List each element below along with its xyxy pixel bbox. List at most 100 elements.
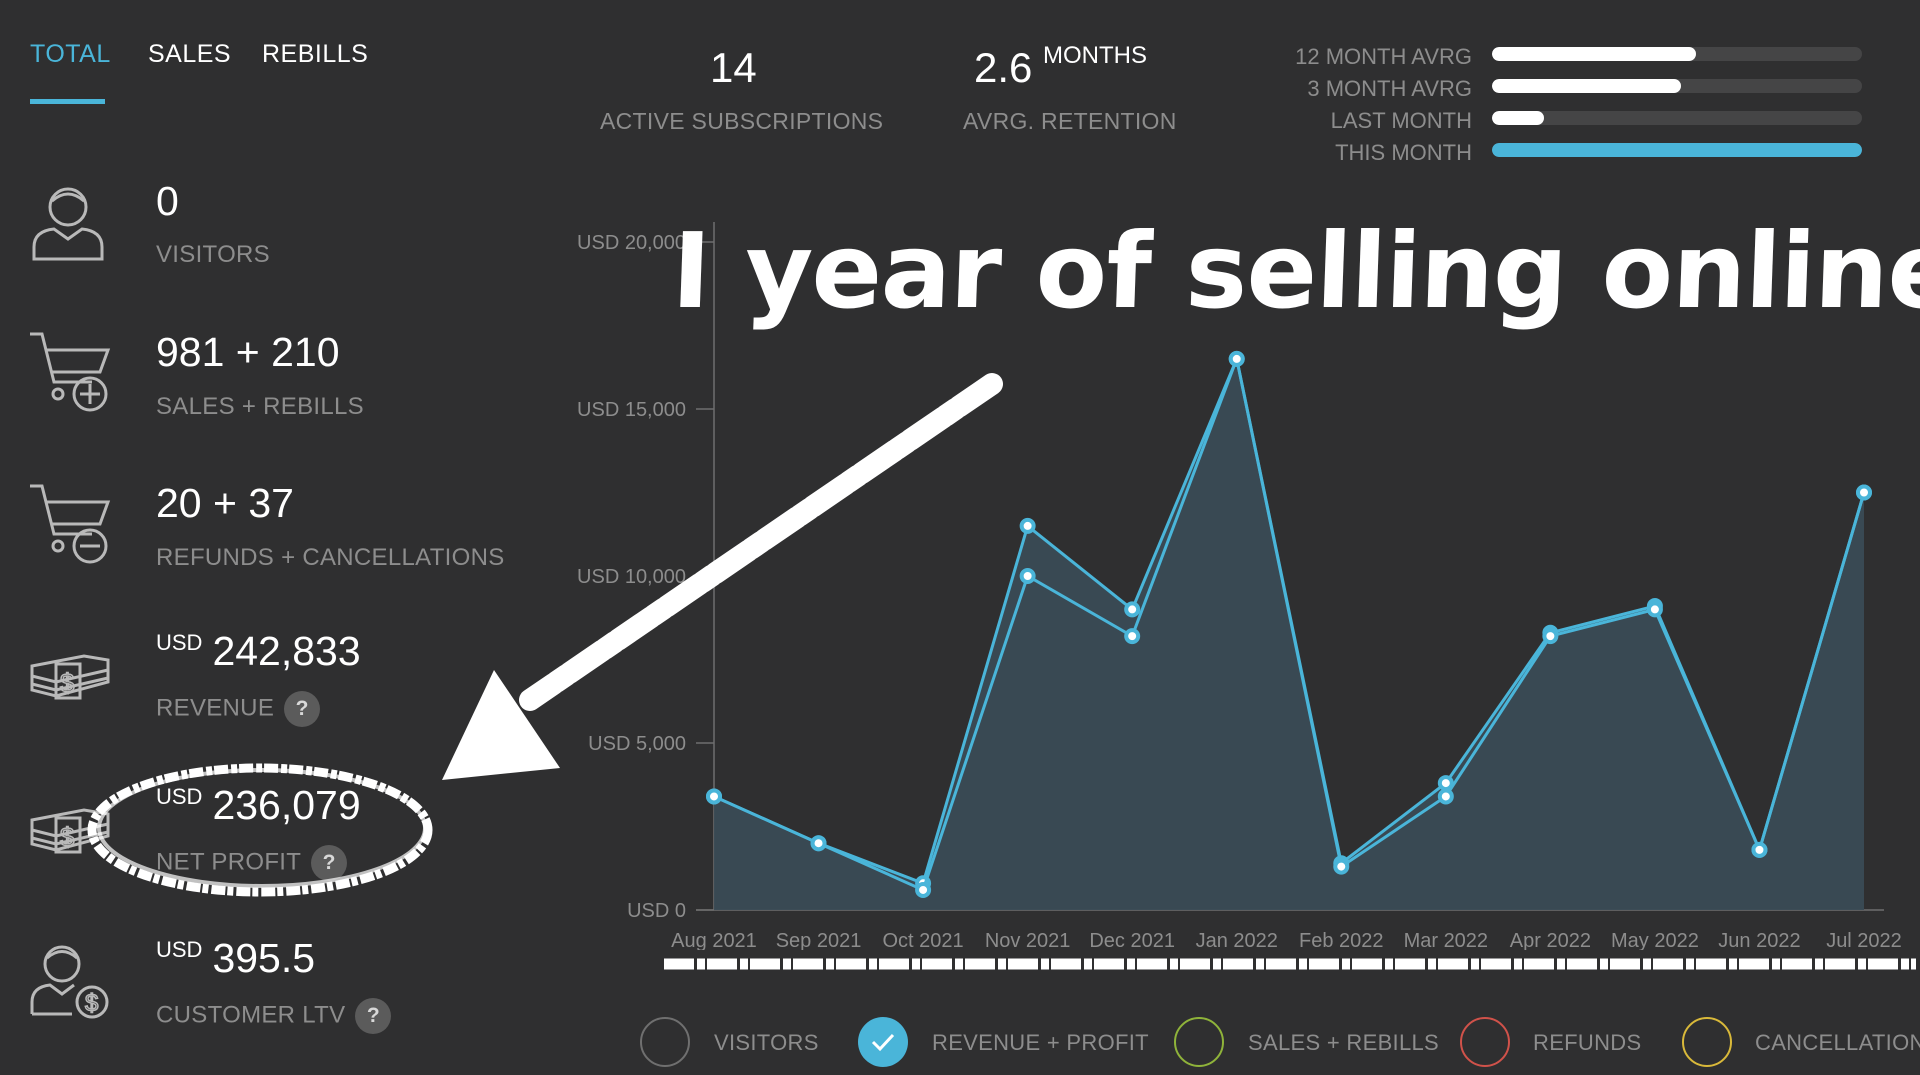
x-tick-label: Feb 2022 (1299, 930, 1384, 950)
y-tick-label: USD 0 (627, 900, 686, 922)
svg-text:$: $ (60, 668, 75, 698)
series-line-profit (713, 353, 1866, 893)
data-point (1333, 858, 1350, 875)
x-tick-label: Jun 2022 (1718, 930, 1800, 950)
y-tick-label: USD 10,000 (577, 566, 686, 588)
average-label: 3 MONTH AVRG (1307, 76, 1472, 101)
x-tick-label: Nov 2021 (985, 930, 1071, 950)
cart-plus-icon (28, 330, 114, 419)
user-icon (30, 183, 106, 268)
data-point (1437, 788, 1454, 805)
legend-label[interactable]: REFUNDS (1533, 1030, 1642, 1055)
average-bar-fill (1492, 47, 1696, 61)
average-label: LAST MONTH (1330, 108, 1472, 133)
customer-ltv-label: CUSTOMER LTV (156, 1001, 346, 1029)
data-point (810, 835, 827, 852)
y-tick-label: USD 5,000 (588, 733, 686, 755)
highlight-circle (87, 763, 433, 897)
customer-ltv-label-row: CUSTOMER LTV? (156, 998, 392, 1034)
arrow-annotation (442, 373, 1003, 780)
retention-unit: MONTHS (1043, 42, 1147, 69)
net-profit-amount: 236,079 (212, 782, 361, 828)
net-profit-help-icon[interactable]: ? (311, 845, 348, 881)
legend-toggle-sales-rebills[interactable] (1174, 1017, 1224, 1067)
data-point (1856, 484, 1872, 501)
x-tick-label: May 2022 (1611, 930, 1699, 950)
net-profit-currency: USD (156, 784, 203, 810)
net-profit-label-row: NET PROFIT? (156, 845, 348, 881)
data-point (1019, 517, 1036, 534)
revenue-currency: USD (156, 630, 203, 656)
legend-label[interactable]: VISITORS (714, 1030, 819, 1055)
x-tick-label: Mar 2022 (1404, 930, 1489, 950)
tab-total[interactable]: TOTAL (30, 40, 111, 68)
x-tick-label: Dec 2021 (1089, 930, 1175, 950)
cart-minus-icon (28, 482, 114, 571)
visitors-value: 0 (156, 178, 179, 224)
average-bar-fill (1492, 143, 1862, 157)
tab-active-indicator (30, 99, 105, 104)
legend-toggle-refunds[interactable] (1460, 1017, 1510, 1067)
revenue-amount: 242,833 (212, 628, 361, 674)
refunds-cancellations-value: 20 + 37 (156, 480, 294, 526)
legend-toggle-visitors[interactable] (640, 1017, 690, 1067)
average-bar-fill (1492, 111, 1544, 125)
y-tick-label: USD 15,000 (577, 399, 686, 421)
average-bar-fill (1492, 79, 1681, 93)
average-label: THIS MONTH (1335, 140, 1472, 165)
data-point (706, 788, 722, 805)
average-bar (1492, 143, 1862, 157)
average-bar (1492, 79, 1862, 93)
revenue-value: USD 242,833 (156, 628, 361, 675)
x-tick-label: Aug 2021 (671, 930, 757, 950)
check-icon (871, 1033, 895, 1052)
x-tick-label: Oct 2021 (883, 930, 964, 950)
data-point (915, 881, 932, 898)
net-profit-value: USD 236,079 (156, 782, 361, 829)
data-point (1751, 841, 1768, 858)
x-tick-label: Sep 2021 (776, 930, 862, 950)
x-tick-label: Jul 2022 (1826, 930, 1902, 950)
customer-ltv-currency: USD (156, 937, 203, 963)
average-label: 12 MONTH AVRG (1295, 44, 1472, 69)
active-subscriptions-value: 14 (710, 44, 757, 91)
legend-toggle-cancellations[interactable] (1682, 1017, 1732, 1067)
legend-label[interactable]: REVENUE + PROFIT (932, 1030, 1149, 1055)
user-dollar-icon: $ (28, 940, 114, 1025)
legend-label[interactable]: SALES + REBILLS (1248, 1030, 1439, 1055)
tab-rebills[interactable]: REBILLS (262, 40, 369, 68)
sales-rebills-label: SALES + REBILLS (156, 393, 364, 420)
svg-text:$: $ (60, 822, 75, 852)
money-stack-icon: $ (28, 652, 112, 713)
revenue-help-icon[interactable]: ? (284, 691, 321, 727)
svg-text:$: $ (85, 990, 98, 1017)
visitors-label: VISITORS (156, 241, 270, 268)
legend-label[interactable]: CANCELLATIONS (1755, 1030, 1920, 1055)
y-tick-label: USD 20,000 (577, 232, 686, 254)
data-point (1124, 628, 1141, 645)
revenue-label: REVENUE (156, 694, 275, 722)
legend-toggle-revenue-profit[interactable] (858, 1017, 908, 1067)
data-point (1228, 350, 1245, 367)
underline-annotation (664, 958, 1916, 970)
average-bar (1492, 111, 1862, 125)
headline-annotation: I year of selling online (669, 210, 1920, 332)
data-point (1646, 601, 1663, 618)
area-fill (714, 358, 1864, 910)
customer-ltv-amount: 395.5 (212, 935, 316, 981)
retention-value: 2.6 (974, 44, 1033, 91)
average-bar (1492, 47, 1862, 61)
data-point (1019, 568, 1036, 584)
revenue-chart: USD 0 USD 5,000 USD 10,000 USD 15,000 USD 20… (577, 222, 1902, 950)
sales-rebills-value: 981 + 210 (156, 329, 340, 375)
customer-ltv-help-icon[interactable]: ? (355, 998, 392, 1034)
revenue-label-row: REVENUE? (156, 691, 321, 727)
active-subscriptions-label: ACTIVE SUBSCRIPTIONS (600, 108, 884, 134)
retention-label: AVRG. RETENTION (963, 108, 1177, 134)
refunds-cancellations-label: REFUNDS + CANCELLATIONS (156, 544, 505, 571)
x-tick-label: Apr 2022 (1510, 930, 1591, 950)
tab-sales[interactable]: SALES (148, 40, 232, 68)
net-profit-label: NET PROFIT (156, 848, 302, 876)
data-point (1542, 628, 1559, 645)
customer-ltv-value: USD 395.5 (156, 935, 315, 982)
